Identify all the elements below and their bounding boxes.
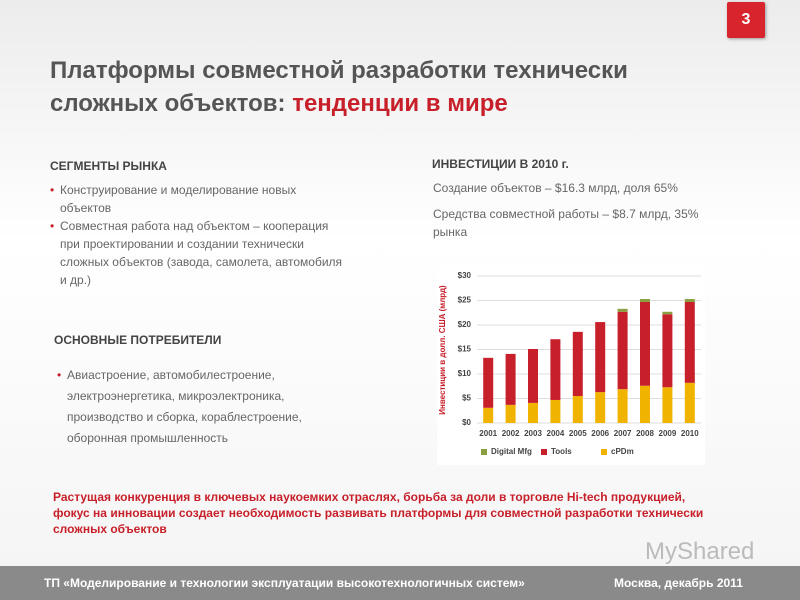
- conclusion: Растущая конкуренция в ключевых наукоемк…: [53, 490, 704, 536]
- investments-heading: ИНВЕСТИЦИИ В 2010 г.: [432, 157, 569, 171]
- bar-segment: [595, 322, 606, 393]
- bar-segment: [550, 339, 561, 400]
- list-item: Совместная работа над объектом – коопера…: [50, 217, 350, 289]
- title-line: Платформы совместной разработки техничес…: [50, 57, 628, 84]
- title-line: сложных объектов: тенденции в мире: [50, 87, 628, 120]
- bar-segment: [617, 308, 628, 312]
- investments-line: Средства совместной работы – $8.7 млрд, …: [433, 207, 699, 239]
- bar-segment: [684, 301, 695, 383]
- x-tick-label: 2005: [569, 429, 587, 438]
- bar-segment: [505, 353, 516, 405]
- x-tick-label: 2008: [636, 429, 654, 438]
- bar-segment: [684, 299, 695, 302]
- bar-segment: [640, 301, 650, 386]
- footer-left: ТП «Моделирование и технологии эксплуата…: [44, 576, 525, 590]
- segments-heading: СЕГМЕНТЫ РЫНКА: [50, 159, 167, 173]
- legend-label: cPDm: [611, 447, 634, 456]
- investments-line: Создание объектов – $16.3 млрд, доля 65%: [433, 181, 678, 195]
- y-tick-label: $10: [458, 369, 472, 378]
- bar-segment: [617, 389, 628, 423]
- x-tick-label: 2004: [547, 429, 565, 438]
- list-item: Конструирование и моделирование новых об…: [50, 181, 350, 217]
- bar-segment: [662, 314, 673, 388]
- chart: Инвестиции в долл. США (млрд) $0 $5 $10 $15…: [437, 265, 705, 465]
- consumers-list: Авиастроение, автомобилестроение, электр…: [55, 365, 342, 449]
- legend-swatch: [601, 449, 607, 455]
- bar-segment: [684, 382, 695, 423]
- legend-label: Digital Mfg: [491, 447, 532, 456]
- title-text: сложных объектов:: [50, 90, 286, 117]
- bar-segment: [483, 357, 494, 408]
- slide-number: 3: [727, 2, 765, 38]
- x-tick-label: 2009: [659, 429, 677, 438]
- consumers-heading: ОСНОВНЫЕ ПОТРЕБИТЕЛИ: [54, 333, 222, 347]
- bar-segment: [662, 311, 673, 315]
- bar-segment: [595, 392, 606, 423]
- bar-segment: [528, 402, 538, 423]
- list-item: Авиастроение, автомобилестроение, электр…: [57, 365, 342, 449]
- x-tick-label: 2010: [681, 429, 699, 438]
- y-tick-label: $25: [458, 296, 472, 305]
- bar-segment: [662, 387, 673, 423]
- x-tick-label: 2007: [614, 429, 632, 438]
- watermark: MyShared: [645, 538, 755, 565]
- bar-segment: [528, 349, 538, 403]
- x-tick-label: 2003: [524, 429, 542, 438]
- y-tick-label: $0: [462, 418, 471, 427]
- y-tick-label: $20: [458, 320, 472, 329]
- legend-label: Tools: [551, 447, 572, 456]
- bar-segment: [505, 404, 516, 423]
- legend-swatch: [481, 449, 487, 455]
- slide-title: Платформы совместной разработки техничес…: [50, 54, 628, 120]
- segments-list: Конструирование и моделирование новых об…: [48, 181, 350, 289]
- y-tick-label: $5: [462, 394, 471, 403]
- bar-segment: [572, 331, 583, 397]
- y-tick-label: $30: [458, 271, 472, 280]
- x-tick-label: 2002: [502, 429, 520, 438]
- bar-segment: [550, 399, 561, 423]
- legend-swatch: [541, 449, 547, 455]
- title-highlight: тенденции в мире: [292, 90, 508, 117]
- bar-segment: [640, 299, 650, 302]
- bar-segment: [640, 385, 650, 423]
- y-tick-label: $15: [458, 345, 472, 354]
- bar-segment: [483, 407, 494, 423]
- x-tick-label: 2001: [479, 429, 497, 438]
- x-tick-label: 2006: [591, 429, 609, 438]
- footer: ТП «Моделирование и технологии эксплуата…: [0, 566, 800, 600]
- footer-right: Москва, декабрь 2011: [614, 576, 743, 590]
- bar-segment: [572, 396, 583, 423]
- y-axis-label: Инвестиции в долл. США (млрд): [438, 285, 447, 415]
- bar-segment: [617, 311, 628, 390]
